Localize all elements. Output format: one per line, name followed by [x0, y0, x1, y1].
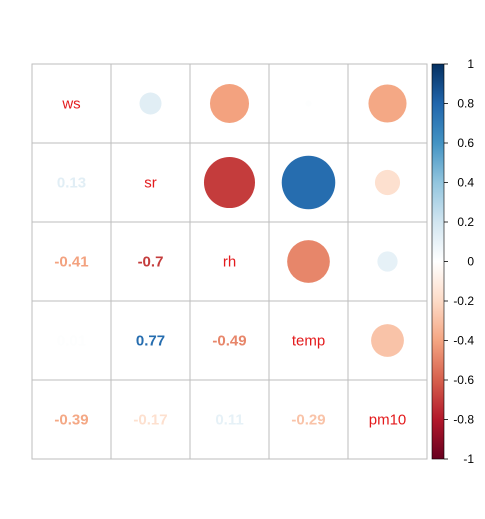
corr-value-pm10-temp: -0.29 — [291, 412, 325, 429]
colorbar-tick-label: -0.8 — [453, 413, 474, 427]
grid-cell — [110, 300, 191, 381]
corr-circle-rh-pm10 — [377, 251, 398, 272]
corr-value-pm10-sr: -0.17 — [133, 412, 167, 429]
corr-circle-sr-temp — [281, 155, 336, 210]
corr-circle-rh-temp — [287, 240, 330, 283]
colorbar-tick-label: -1 — [463, 452, 474, 466]
variable-label-pm10: pm10 — [369, 412, 407, 429]
corr-circle-ws-sr — [139, 92, 162, 115]
colorbar-tick-label: -0.4 — [453, 334, 474, 348]
corr-circle-temp-pm10 — [371, 324, 404, 357]
colorbar-tick-label: 1 — [467, 57, 474, 71]
grid-cell — [31, 142, 112, 223]
color-legend: 1 0.8 0.6 0.4 0.2 0 -0.2 -0.4 -0.6 -0.8 -1 — [431, 57, 474, 466]
grid-cell — [347, 379, 428, 460]
grid-cell — [31, 379, 112, 460]
correlation-grid: ws sr rh temp pm10 0.13 -0.41 -0.7 0.01 0.77 -0.49… — [31, 63, 428, 460]
colorbar-tick-label: 0.6 — [457, 136, 474, 150]
colorbar-tick-label: 0.4 — [457, 176, 474, 190]
grid-cell — [189, 379, 270, 460]
grid-cell — [110, 221, 191, 302]
grid-cell — [110, 379, 191, 460]
colorbar-tick-label: -0.6 — [453, 373, 474, 387]
grid-cell — [189, 142, 270, 223]
grid-cell — [268, 300, 349, 381]
corr-circle-sr-rh — [203, 156, 256, 209]
corr-value-sr-ws: 0.13 — [57, 175, 86, 192]
colorbar-tick-label: 0.2 — [457, 215, 474, 229]
grid-cell — [268, 221, 349, 302]
grid-cell — [31, 63, 112, 144]
variable-label-sr: sr — [144, 175, 157, 192]
colorbar-tick-label: 0.8 — [457, 97, 474, 111]
variable-label-rh: rh — [223, 254, 236, 271]
corr-circle-ws-pm10 — [368, 84, 407, 123]
grid-cell — [347, 221, 428, 302]
colorbar-tick-label: -0.2 — [453, 294, 474, 308]
variable-label-ws: ws — [61, 96, 80, 113]
corr-circle-sr-pm10 — [374, 169, 401, 196]
corr-circle-ws-temp — [305, 100, 312, 107]
corr-value-temp-sr: 0.77 — [136, 333, 165, 350]
colorbar-tick-label: 0 — [467, 255, 474, 269]
corr-value-rh-ws: -0.41 — [54, 254, 88, 271]
colorbar-gradient — [431, 63, 445, 460]
variable-label-temp: temp — [292, 333, 325, 350]
grid-cell — [31, 300, 112, 381]
corr-value-rh-sr: -0.7 — [138, 254, 164, 271]
grid-cell — [189, 300, 270, 381]
corr-value-temp-rh: -0.49 — [212, 333, 246, 350]
corr-circle-ws-rh — [209, 83, 250, 124]
grid-cell — [189, 221, 270, 302]
corr-value-pm10-rh: 0.11 — [215, 412, 243, 429]
corr-value-temp-ws: 0.01 — [57, 333, 86, 350]
corr-value-pm10-ws: -0.39 — [54, 412, 88, 429]
